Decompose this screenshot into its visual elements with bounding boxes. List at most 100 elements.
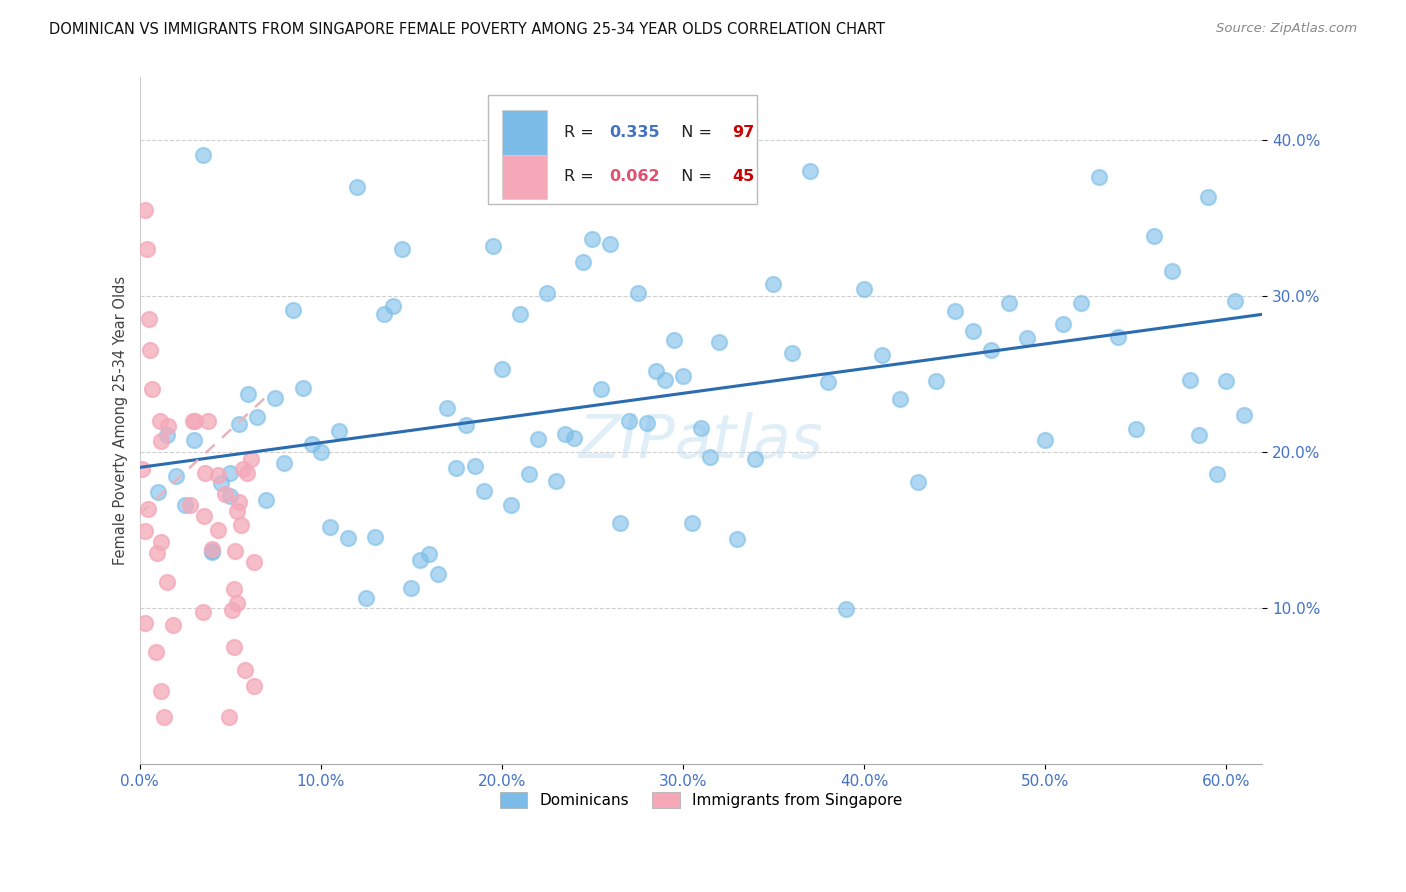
Dominicans xyxy=(1206,467,1229,481)
Immigrants from Singapore xyxy=(162,618,184,632)
Immigrants from Singapore xyxy=(149,434,172,448)
Immigrants from Singapore xyxy=(131,461,153,475)
Dominicans xyxy=(228,417,250,431)
Dominicans xyxy=(399,581,422,595)
Dominicans xyxy=(870,348,893,362)
Immigrants from Singapore xyxy=(222,640,245,654)
Immigrants from Singapore xyxy=(149,414,172,428)
Dominicans xyxy=(654,374,676,388)
Dominicans xyxy=(436,401,458,416)
Dominicans xyxy=(219,466,242,480)
Dominicans xyxy=(672,368,695,383)
Immigrants from Singapore xyxy=(191,605,214,619)
Dominicans xyxy=(382,299,405,313)
Immigrants from Singapore xyxy=(145,546,167,560)
Dominicans xyxy=(626,285,648,300)
Dominicans xyxy=(591,382,613,396)
Dominicans xyxy=(599,237,621,252)
Dominicans xyxy=(183,433,205,447)
Dominicans xyxy=(319,520,342,534)
Immigrants from Singapore xyxy=(221,603,243,617)
Dominicans xyxy=(191,148,214,162)
Dominicans xyxy=(744,451,766,466)
Dominicans xyxy=(889,392,911,407)
Immigrants from Singapore xyxy=(136,502,159,516)
Dominicans xyxy=(562,431,585,445)
Text: 0.062: 0.062 xyxy=(609,169,659,185)
Dominicans xyxy=(980,343,1002,358)
Dominicans xyxy=(283,303,305,318)
Dominicans xyxy=(1225,294,1247,309)
Dominicans xyxy=(156,427,179,442)
Dominicans xyxy=(201,544,224,558)
Dominicans xyxy=(546,474,568,488)
Text: R =: R = xyxy=(564,169,599,185)
Immigrants from Singapore xyxy=(214,487,236,501)
Dominicans xyxy=(527,433,550,447)
Immigrants from Singapore xyxy=(157,419,180,434)
Dominicans xyxy=(391,242,413,256)
Immigrants from Singapore xyxy=(225,597,247,611)
Dominicans xyxy=(201,545,224,559)
Dominicans xyxy=(309,444,332,458)
Dominicans xyxy=(1015,331,1038,345)
Immigrants from Singapore xyxy=(134,202,156,217)
Dominicans xyxy=(1125,422,1147,436)
Dominicans xyxy=(454,418,477,433)
Dominicans xyxy=(409,552,432,566)
Dominicans xyxy=(699,450,721,464)
Text: Source: ZipAtlas.com: Source: ZipAtlas.com xyxy=(1216,22,1357,36)
Dominicans xyxy=(1107,330,1129,344)
Dominicans xyxy=(780,345,803,359)
Dominicans xyxy=(373,307,395,321)
Immigrants from Singapore xyxy=(207,523,229,537)
Dominicans xyxy=(572,254,595,268)
Text: 97: 97 xyxy=(733,125,755,140)
Dominicans xyxy=(336,531,359,545)
Immigrants from Singapore xyxy=(228,495,250,509)
Immigrants from Singapore xyxy=(233,663,256,677)
Dominicans xyxy=(853,282,876,296)
Dominicans xyxy=(1188,427,1211,442)
Bar xyxy=(502,110,547,154)
Immigrants from Singapore xyxy=(222,582,245,596)
Dominicans xyxy=(1143,229,1166,244)
Dominicans xyxy=(962,324,984,338)
Immigrants from Singapore xyxy=(145,645,167,659)
Dominicans xyxy=(291,381,314,395)
Dominicans xyxy=(644,364,666,378)
Dominicans xyxy=(1052,317,1074,331)
Dominicans xyxy=(301,437,323,451)
Dominicans xyxy=(799,164,821,178)
Dominicans xyxy=(481,239,503,253)
Text: DOMINICAN VS IMMIGRANTS FROM SINGAPORE FEMALE POVERTY AMONG 25-34 YEAR OLDS CORR: DOMINICAN VS IMMIGRANTS FROM SINGAPORE F… xyxy=(49,22,886,37)
Dominicans xyxy=(509,307,531,321)
Dominicans xyxy=(690,421,713,435)
Immigrants from Singapore xyxy=(207,467,229,482)
Dominicans xyxy=(636,416,658,430)
Dominicans xyxy=(328,424,350,438)
Immigrants from Singapore xyxy=(139,343,162,358)
Dominicans xyxy=(254,492,277,507)
Dominicans xyxy=(662,333,685,347)
Dominicans xyxy=(1070,295,1092,310)
Dominicans xyxy=(472,483,495,498)
Dominicans xyxy=(146,484,169,499)
Dominicans xyxy=(581,232,603,246)
Immigrants from Singapore xyxy=(197,414,219,428)
Dominicans xyxy=(1197,189,1219,203)
Y-axis label: Female Poverty Among 25-34 Year Olds: Female Poverty Among 25-34 Year Olds xyxy=(114,276,128,566)
Immigrants from Singapore xyxy=(134,524,156,538)
Immigrants from Singapore xyxy=(184,414,207,428)
Text: R =: R = xyxy=(564,125,599,140)
Dominicans xyxy=(238,387,260,401)
Immigrants from Singapore xyxy=(156,574,179,589)
Immigrants from Singapore xyxy=(224,544,246,558)
Dominicans xyxy=(817,375,839,389)
Dominicans xyxy=(446,461,468,475)
Dominicans xyxy=(536,286,558,301)
Immigrants from Singapore xyxy=(242,679,264,693)
Dominicans xyxy=(725,532,748,546)
Dominicans xyxy=(707,335,730,350)
Dominicans xyxy=(364,530,387,544)
